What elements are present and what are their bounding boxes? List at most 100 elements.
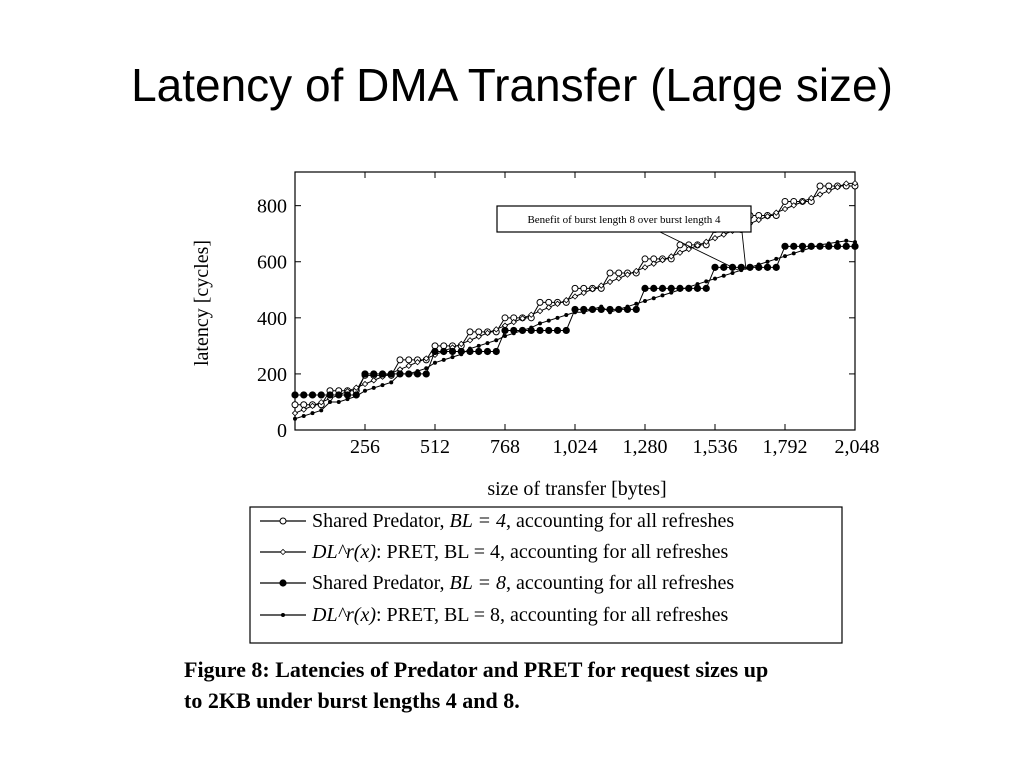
y-axis-label: latency [cycles]: [191, 240, 213, 366]
series-4-point: [328, 399, 332, 404]
series-4-point: [476, 343, 481, 348]
x-tick-label: 1,792: [763, 436, 808, 458]
annotation-leader-2: [741, 231, 747, 271]
legend-entry-1: Shared Predator, BL = 4, accounting for …: [312, 510, 734, 532]
x-tick-label: 1,024: [553, 436, 598, 458]
series-4-point: [354, 394, 359, 399]
series-2-point: [414, 358, 421, 366]
series-3-point: [763, 263, 772, 271]
series-3-point: [798, 242, 807, 250]
series-2-point: [554, 300, 561, 307]
series-2-point: [571, 293, 579, 300]
y-tick-label: 0: [277, 420, 287, 442]
legend-swatch-marker: [279, 548, 287, 556]
series-4-point: [695, 282, 700, 287]
series-3-point: [448, 347, 457, 356]
series-4-point: [608, 310, 612, 315]
series-2-point: [720, 231, 727, 238]
series-4-point: [660, 293, 665, 298]
series-1-point: [615, 269, 623, 277]
series-2-point: [851, 180, 859, 187]
annotation-text: Benefit of burst length 8 over burst len…: [527, 214, 721, 226]
series-3-point: [553, 326, 562, 335]
legend-entry-4: DL^r(x): PRET, BL = 8, accounting for al…: [311, 604, 728, 626]
x-tick-label: 1,536: [693, 436, 738, 458]
series-2-point: [458, 340, 465, 348]
series-3-point: [501, 326, 509, 335]
legend-swatch-marker: [279, 579, 287, 587]
series-1-point: [606, 269, 614, 277]
series-2-point: [589, 286, 596, 293]
series-2-point: [528, 311, 535, 318]
series-4-point: [643, 299, 647, 303]
series-3-point: [335, 391, 343, 399]
series-2-point: [843, 180, 850, 187]
series-2-point: [711, 235, 719, 242]
series-4-point: [459, 352, 464, 357]
series-4-point: [564, 313, 569, 318]
series-4-point: [319, 408, 324, 413]
series-4-point: [336, 399, 341, 404]
series-3-point: [291, 391, 299, 399]
caption-line-1: Figure 8: Latencies of Predator and PRET…: [184, 657, 769, 682]
series-2-point: [773, 209, 780, 216]
series-3-point: [440, 347, 448, 356]
series-3-point: [562, 326, 570, 335]
series-2-point: [598, 282, 605, 289]
series-3-point: [693, 284, 702, 292]
series-3-point: [361, 370, 369, 378]
series-4-point: [406, 371, 411, 376]
series-4-point: [371, 385, 376, 390]
series-4: [293, 238, 857, 421]
series-3-point: [343, 391, 352, 399]
series-4-point: [721, 273, 726, 278]
series-2-point: [799, 198, 806, 205]
legend-entry-2: DL^r(x): PRET, BL = 4, accounting for al…: [311, 541, 728, 563]
series-2-point: [633, 267, 640, 275]
caption-line-2: to 2KB under burst lengths 4 and 8.: [184, 688, 520, 713]
legend-text-math: BL = 4: [450, 510, 506, 532]
series-4-point: [503, 334, 507, 339]
series-2-point: [624, 271, 631, 278]
series-3-point: [326, 391, 334, 399]
legend-text-post: , accounting for all refreshes: [506, 510, 734, 532]
y-tick-label: 200: [257, 364, 287, 386]
legend-text-math: BL = 8: [450, 572, 506, 594]
series-4-point: [529, 325, 534, 330]
series-2-point: [353, 384, 360, 391]
figure-caption: Figure 8: Latencies of Predator and PRET…: [184, 654, 904, 716]
series-2-point: [370, 377, 377, 384]
series-3-point: [475, 347, 483, 356]
series-4-point: [599, 304, 604, 309]
series-2: [291, 180, 859, 417]
series-1-point: [405, 356, 413, 364]
series-4-point: [468, 346, 472, 351]
series-2-point: [781, 205, 789, 213]
series-4-point: [573, 310, 577, 315]
series-2-point: [536, 307, 544, 315]
series-4-point: [625, 304, 630, 309]
series-2-point: [361, 380, 369, 388]
series-3-point: [387, 370, 395, 378]
legend-text-post: : PRET, BL = 8, accounting for all refre…: [376, 604, 729, 626]
series-2-point: [606, 278, 614, 286]
series-2-point: [563, 296, 570, 304]
series-1-point: [641, 255, 649, 263]
series-2-point: [764, 213, 771, 220]
annotation-box: [496, 205, 752, 233]
series-1-point: [536, 298, 544, 306]
series-2-point: [519, 315, 526, 322]
series-4-point: [853, 240, 857, 245]
slide-title: Latency of DMA Transfer (Large size): [131, 59, 893, 111]
series-2-point: [291, 410, 299, 417]
series-3-point: [378, 370, 387, 378]
series-4-point: [713, 276, 717, 281]
series-1-point: [816, 182, 824, 190]
series-2-point: [641, 264, 649, 271]
series-2-point: [676, 249, 684, 256]
series-4-point: [450, 355, 455, 360]
series-3-point: [851, 242, 859, 250]
series-4-point: [389, 380, 394, 385]
series-3-point: [632, 305, 640, 314]
series-2-point: [466, 337, 474, 344]
